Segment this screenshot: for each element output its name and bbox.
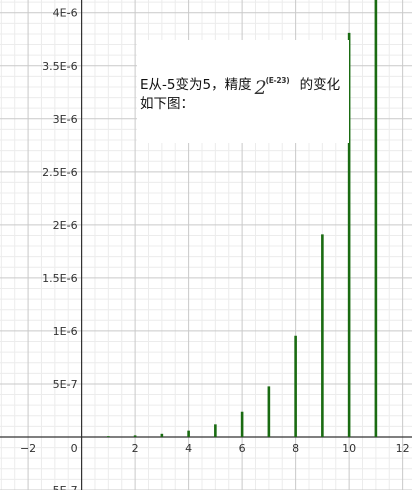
y-tick-label: 1.5E-6 [42,272,77,285]
formula-base: 2 [254,77,267,99]
x-tick-label: 12 [396,442,410,455]
y-tick-label: 3E-6 [53,113,78,126]
x-tick-label: −2 [20,442,36,455]
y-tick-labels: 5E-7 1E-6 1.5E-6 2E-6 2.5E-6 3E-6 3.5E-6 4E-6 -5… [42,7,78,494]
formula-exponent: (E-23) [265,76,290,85]
x-tick-label: 2 [132,442,139,455]
y-tick-label: 5E-7 [53,378,78,391]
x-tick-label: 8 [292,442,299,455]
precision-formula: 2 (E-23) [252,76,300,99]
x-tick-label: 4 [185,442,192,455]
y-tick-label: 4E-6 [53,7,78,20]
y-tick-label: -5E-7 [49,484,78,490]
y-tick-label: 3.5E-6 [42,60,77,73]
y-tick-label: 2.5E-6 [42,166,77,179]
x-tick-label: 6 [239,442,246,455]
x-tick-labels: −2 2 4 6 8 10 12 0 [20,442,410,455]
x-tick-label: 10 [342,442,356,455]
y-tick-label: 1E-6 [53,325,78,338]
annotation-box: E从-5变为5，精度 2 (E-23) 的变化如下图： [137,40,349,143]
annotation-text: E从-5变为5，精度 2 (E-23) 的变化如下图： [140,76,350,114]
bar-series [107,0,378,437]
annotation-text-after: 的变化如下图： [140,77,341,112]
origin-label: 0 [71,442,78,455]
annotation-text-before: E从-5变为5，精度 [140,77,252,93]
y-tick-label: 2E-6 [53,219,78,232]
